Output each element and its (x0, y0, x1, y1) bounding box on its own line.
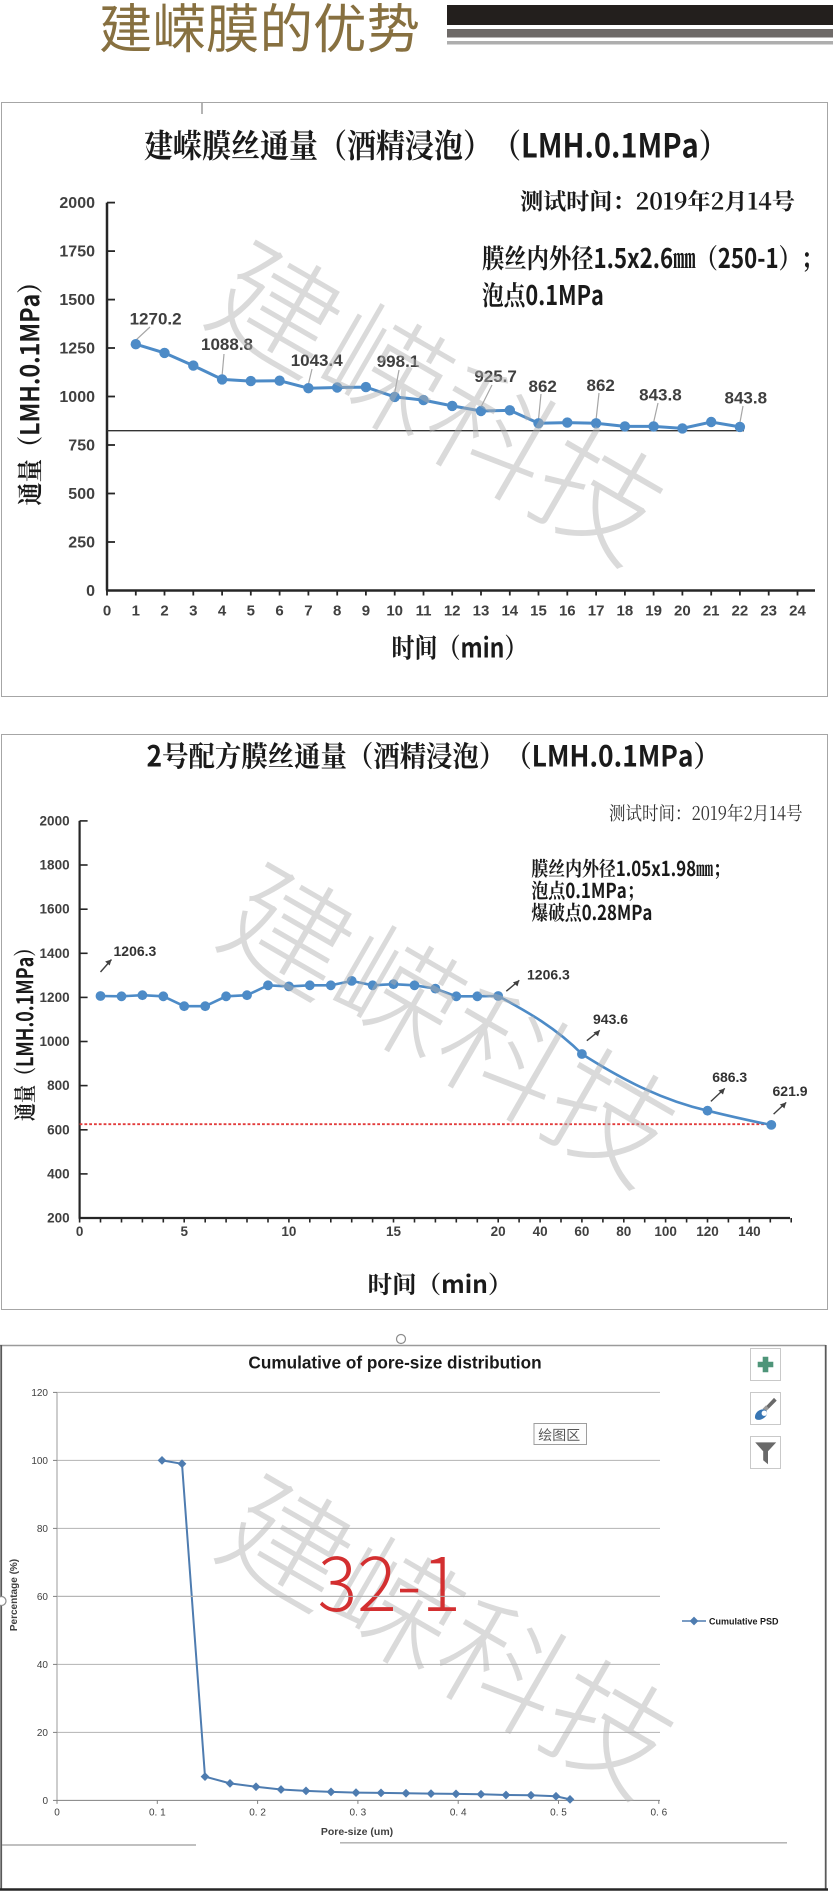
svg-text:19: 19 (645, 603, 662, 620)
svg-text:12: 12 (444, 603, 461, 620)
svg-text:500: 500 (68, 486, 95, 503)
svg-text:11: 11 (416, 603, 432, 620)
svg-text:Percentage (%): Percentage (%) (9, 1559, 20, 1631)
svg-text:10: 10 (386, 603, 403, 620)
svg-text:4: 4 (218, 603, 227, 620)
svg-text:22: 22 (732, 603, 749, 620)
svg-text:0: 0 (86, 583, 95, 600)
svg-text:600: 600 (47, 1122, 70, 1137)
svg-text:60: 60 (574, 1224, 589, 1239)
svg-text:1400: 1400 (40, 946, 70, 961)
svg-text:0: 0 (103, 603, 111, 620)
svg-text:5: 5 (247, 603, 255, 620)
svg-text:80: 80 (616, 1224, 631, 1239)
svg-text:200: 200 (47, 1211, 70, 1226)
svg-text:21: 21 (703, 603, 720, 620)
svg-text:Pore-size (um): Pore-size (um) (321, 1826, 393, 1838)
svg-text:20: 20 (37, 1728, 49, 1739)
svg-text:120: 120 (696, 1224, 719, 1239)
svg-text:0. 1: 0. 1 (149, 1807, 166, 1818)
svg-text:1200: 1200 (40, 990, 70, 1005)
svg-text:Cumulative of pore-size distri: Cumulative of pore-size distribution (248, 1353, 541, 1373)
svg-text:7: 7 (304, 603, 312, 620)
svg-text:1: 1 (132, 603, 140, 620)
svg-text:0: 0 (54, 1807, 60, 1818)
svg-text:2000: 2000 (40, 813, 70, 828)
svg-text:2000: 2000 (59, 195, 95, 212)
svg-text:0. 2: 0. 2 (249, 1807, 266, 1818)
svg-text:5: 5 (180, 1224, 188, 1239)
svg-text:862: 862 (529, 377, 557, 396)
svg-text:0. 3: 0. 3 (350, 1807, 367, 1818)
svg-text:1206.3: 1206.3 (527, 966, 570, 982)
svg-text:8: 8 (333, 603, 341, 620)
svg-text:Cumulative PSD: Cumulative PSD (709, 1617, 779, 1627)
svg-text:100: 100 (31, 1456, 48, 1467)
svg-text:0. 6: 0. 6 (650, 1807, 667, 1818)
svg-text:750: 750 (68, 438, 95, 455)
svg-text:1800: 1800 (40, 858, 70, 873)
svg-text:3: 3 (189, 603, 197, 620)
svg-text:40: 40 (533, 1224, 548, 1239)
svg-text:0: 0 (42, 1796, 48, 1807)
svg-text:250: 250 (68, 535, 95, 552)
svg-text:943.6: 943.6 (593, 1011, 628, 1027)
svg-text:843.8: 843.8 (639, 386, 682, 405)
svg-text:10: 10 (281, 1224, 296, 1239)
svg-text:60: 60 (37, 1592, 49, 1603)
svg-text:13: 13 (473, 603, 490, 620)
svg-text:23: 23 (760, 603, 777, 620)
svg-text:15: 15 (386, 1224, 402, 1239)
svg-text:9: 9 (362, 603, 370, 620)
svg-text:843.8: 843.8 (725, 389, 768, 408)
svg-text:621.9: 621.9 (773, 1083, 808, 1099)
svg-text:0: 0 (76, 1224, 84, 1239)
svg-text:1000: 1000 (40, 1034, 70, 1049)
svg-text:1500: 1500 (59, 292, 95, 309)
svg-text:20: 20 (674, 603, 691, 620)
svg-text:20: 20 (491, 1224, 506, 1239)
svg-text:6: 6 (275, 603, 283, 620)
svg-text:24: 24 (789, 603, 806, 620)
svg-text:80: 80 (37, 1524, 49, 1535)
svg-text:862: 862 (587, 376, 615, 395)
svg-text:1206.3: 1206.3 (114, 943, 157, 959)
svg-text:800: 800 (47, 1078, 70, 1093)
svg-text:400: 400 (47, 1166, 70, 1181)
svg-text:14: 14 (501, 603, 518, 620)
svg-text:140: 140 (738, 1224, 761, 1239)
svg-text:686.3: 686.3 (712, 1069, 747, 1085)
svg-text:1750: 1750 (59, 244, 95, 261)
svg-text:1250: 1250 (59, 341, 95, 358)
svg-text:0. 5: 0. 5 (550, 1807, 567, 1818)
svg-text:0. 4: 0. 4 (450, 1807, 467, 1818)
svg-text:16: 16 (559, 603, 576, 620)
svg-text:1270.2: 1270.2 (130, 310, 182, 329)
svg-text:1000: 1000 (59, 389, 95, 406)
svg-text:1600: 1600 (40, 902, 70, 917)
svg-text:100: 100 (654, 1224, 677, 1239)
svg-text:120: 120 (31, 1388, 48, 1399)
svg-text:18: 18 (617, 603, 634, 620)
svg-text:15: 15 (530, 603, 547, 620)
svg-text:2: 2 (160, 603, 168, 620)
svg-text:40: 40 (37, 1660, 49, 1671)
svg-text:17: 17 (588, 603, 605, 620)
